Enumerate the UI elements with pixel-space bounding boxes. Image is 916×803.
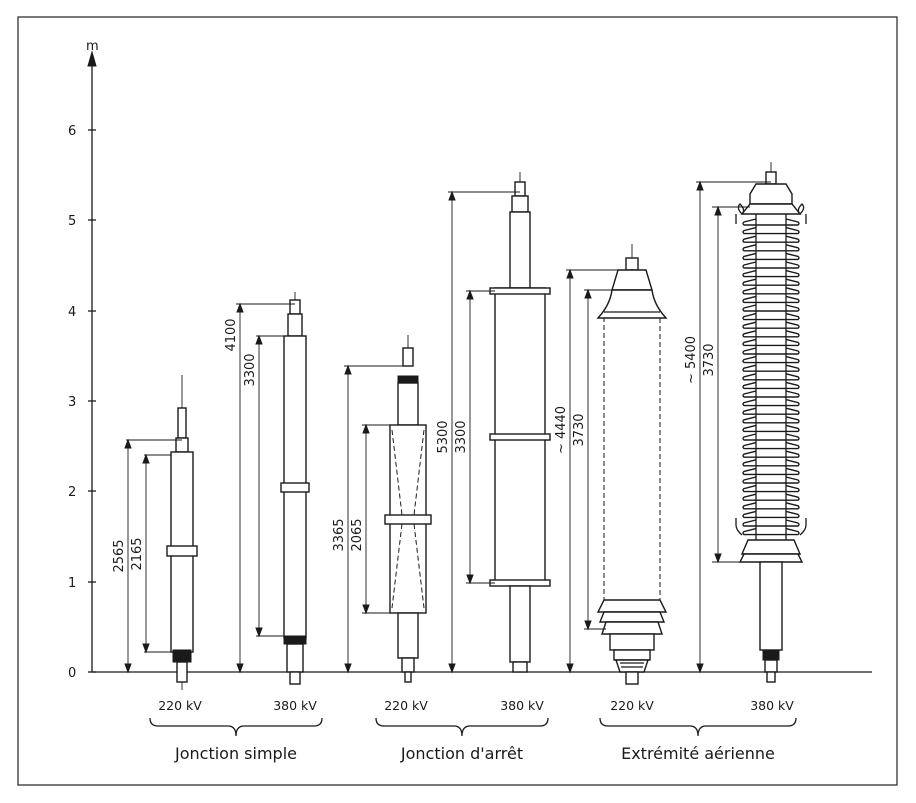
joint-stop-380kv: 5300 3300 xyxy=(436,172,551,674)
dim-inner: 3300 xyxy=(454,420,469,453)
insulator-shed xyxy=(742,312,800,321)
dim-inner: 2165 xyxy=(130,537,145,570)
insulator-shed xyxy=(742,373,800,381)
insulator-shed xyxy=(742,398,800,407)
insulator-shed xyxy=(742,304,800,312)
insulator-shed xyxy=(742,476,800,484)
dim-inner: 3730 xyxy=(702,343,717,376)
y-tick-label: 6 xyxy=(68,124,76,139)
insulator-shed xyxy=(742,244,800,252)
dim-overall: 5300 xyxy=(436,420,451,453)
insulator-shed xyxy=(742,364,800,372)
dim-inner: 3300 xyxy=(243,353,258,386)
y-tick-label: 4 xyxy=(68,305,76,320)
insulator-shed xyxy=(742,218,800,226)
insulator-shed xyxy=(742,502,800,510)
insulator-shed xyxy=(742,527,800,536)
joint-simple-220kv: 2565 2165 xyxy=(112,375,198,690)
group-label: Jonction d'arrêt xyxy=(400,744,523,763)
insulator-shed xyxy=(742,321,800,329)
dim-overall: 4100 xyxy=(224,318,239,351)
dim-overall: 3365 xyxy=(332,518,347,551)
y-axis-unit: m xyxy=(86,39,99,54)
joint-stop-220kv: 3365 2065 xyxy=(332,335,432,683)
group-brace xyxy=(375,717,549,737)
insulator-shed xyxy=(742,226,800,235)
voltage-label: 220 kV xyxy=(384,698,428,713)
insulator-shed xyxy=(742,424,800,433)
dim-overall: 2565 xyxy=(112,539,127,572)
y-tick-label: 5 xyxy=(68,214,76,229)
y-tick-label: 0 xyxy=(68,666,76,681)
termination-380kv: ~ 5400 3730 xyxy=(684,162,807,683)
insulator-shed xyxy=(742,441,800,450)
group-label: Jonction simple xyxy=(174,744,297,763)
dim-overall: ~ 4440 xyxy=(554,406,569,454)
insulator-shed xyxy=(742,261,800,269)
insulator-shed xyxy=(742,467,800,476)
insulator-shed xyxy=(742,407,800,415)
insulator-sheds xyxy=(742,218,800,536)
dim-inner: 3730 xyxy=(572,413,587,446)
y-tick-label: 1 xyxy=(68,576,76,591)
dim-inner: 2065 xyxy=(350,518,365,551)
insulator-shed xyxy=(742,433,800,441)
insulator-shed xyxy=(742,459,800,467)
voltage-label: 220 kV xyxy=(610,698,654,713)
insulator-shed xyxy=(742,519,800,527)
figure-frame xyxy=(17,16,898,786)
insulator-shed xyxy=(742,287,800,295)
group-brace xyxy=(599,717,797,737)
voltage-label: 380 kV xyxy=(500,698,544,713)
voltage-label: 380 kV xyxy=(273,698,317,713)
insulator-shed xyxy=(742,252,800,261)
y-tick-label: 3 xyxy=(68,395,76,410)
insulator-shed xyxy=(742,338,800,347)
y-tick-label: 2 xyxy=(68,485,76,500)
insulator-shed xyxy=(742,416,800,424)
insulator-shed xyxy=(742,235,800,243)
insulator-shed xyxy=(742,450,800,458)
insulator-shed xyxy=(742,278,800,286)
group-label: Extrémité aérienne xyxy=(621,744,775,763)
dim-overall: ~ 5400 xyxy=(684,336,699,384)
y-axis: m 0 1 2 3 4 5 6 xyxy=(68,39,99,681)
insulator-shed xyxy=(742,510,800,519)
voltage-label: 220 kV xyxy=(158,698,202,713)
insulator-shed xyxy=(742,484,800,493)
insulator-shed xyxy=(742,330,800,338)
termination-220kv: ~ 4440 3730 xyxy=(554,244,668,685)
insulator-shed xyxy=(742,493,800,501)
insulator-shed xyxy=(742,295,800,304)
insulator-shed xyxy=(742,347,800,355)
group-brace xyxy=(149,717,323,737)
insulator-shed xyxy=(742,381,800,390)
insulator-shed xyxy=(742,355,800,364)
joint-simple-380kv: 4100 3300 xyxy=(224,292,310,685)
insulator-shed xyxy=(742,390,800,398)
voltage-label: 380 kV xyxy=(750,698,794,713)
insulator-shed xyxy=(742,269,800,278)
